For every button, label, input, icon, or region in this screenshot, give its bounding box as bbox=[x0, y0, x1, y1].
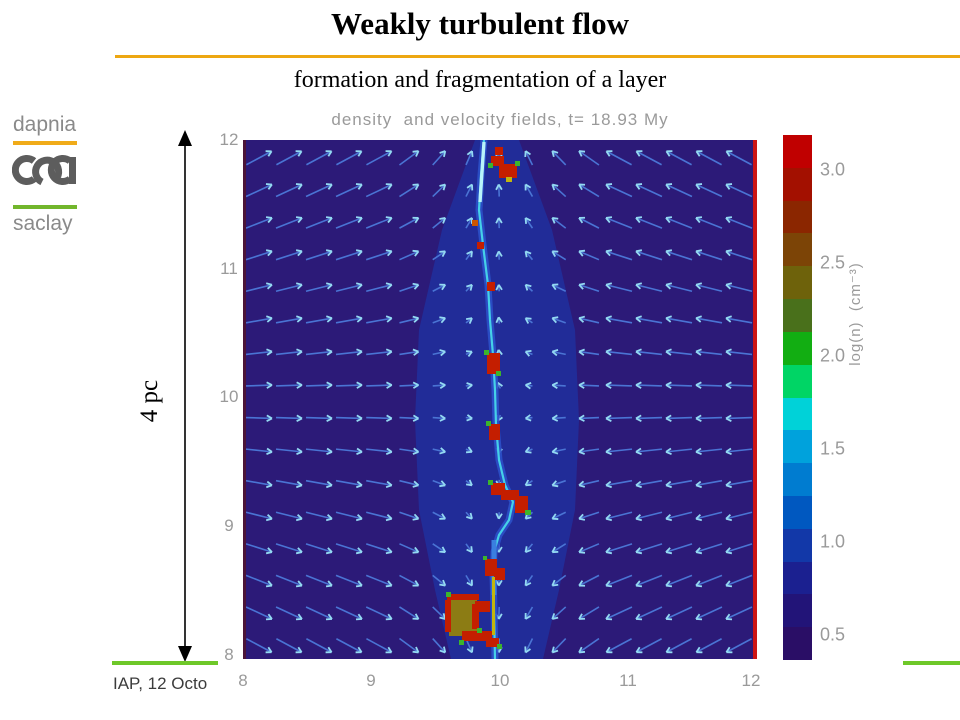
colorbar-segment bbox=[783, 135, 812, 168]
colorbar-segment bbox=[783, 561, 812, 595]
footer-text: IAP, 12 Octo bbox=[113, 674, 208, 693]
colorbar-segment bbox=[783, 331, 812, 365]
logo-orange-rule bbox=[13, 141, 77, 145]
colorbar bbox=[783, 135, 812, 660]
colorbar-tick-label: 2.5 bbox=[820, 252, 846, 273]
subtitle: formation and fragmentation of a layer bbox=[293, 67, 667, 93]
colorbar-segment bbox=[783, 594, 812, 628]
y-tick-label: 12 bbox=[219, 130, 239, 149]
y-tick-label: 9 bbox=[224, 516, 234, 535]
x-tick-label: 9 bbox=[366, 671, 376, 690]
colorbar-segment bbox=[783, 266, 812, 300]
colorbar-segment bbox=[783, 167, 812, 201]
colorbar-segment bbox=[783, 528, 812, 562]
plot-title: density and velocity fields, t= 18.93 My bbox=[331, 110, 669, 129]
x-tick-label: 8 bbox=[238, 671, 248, 690]
colorbar-segment bbox=[783, 463, 812, 496]
simulation-plot bbox=[243, 140, 757, 659]
x-tick-label: 11 bbox=[619, 671, 637, 690]
x-tick-label: 10 bbox=[490, 671, 510, 690]
colorbar-tick-label: 1.5 bbox=[820, 438, 846, 459]
colorbar-segment bbox=[783, 397, 812, 431]
scale-label: 4 pc bbox=[136, 379, 163, 423]
colorbar-segment bbox=[783, 627, 812, 660]
footer-right-rule bbox=[903, 661, 960, 665]
colorbar-label: log(n) (cm⁻³) bbox=[847, 262, 864, 366]
y-tick-label: 10 bbox=[219, 387, 239, 406]
colorbar-segment bbox=[783, 364, 812, 398]
cea-logo-icon bbox=[11, 152, 80, 201]
colorbar-segment bbox=[783, 430, 812, 464]
logo-green-rule bbox=[13, 205, 77, 209]
y-tick-label: 8 bbox=[224, 645, 234, 664]
colorbar-segment bbox=[783, 495, 812, 529]
colorbar-segment bbox=[783, 299, 812, 332]
scale-arrow-icon bbox=[174, 130, 196, 667]
colorbar-tick-label: 3.0 bbox=[820, 159, 846, 180]
logo-saclay-label: saclay bbox=[13, 212, 73, 235]
colorbar-tick-label: 0.5 bbox=[820, 624, 846, 645]
logo-dapnia-label: dapnia bbox=[13, 113, 77, 136]
page-title: Weakly turbulent flow bbox=[331, 6, 629, 41]
colorbar-segment bbox=[783, 233, 812, 267]
colorbar-segment bbox=[783, 200, 812, 234]
x-tick-label: 12 bbox=[741, 671, 761, 690]
y-tick-label: 11 bbox=[220, 259, 238, 278]
footer-left-rule bbox=[112, 661, 218, 665]
colorbar-tick-label: 2.0 bbox=[820, 345, 846, 366]
title-rule bbox=[115, 55, 960, 58]
colorbar-tick-label: 1.0 bbox=[820, 531, 846, 552]
